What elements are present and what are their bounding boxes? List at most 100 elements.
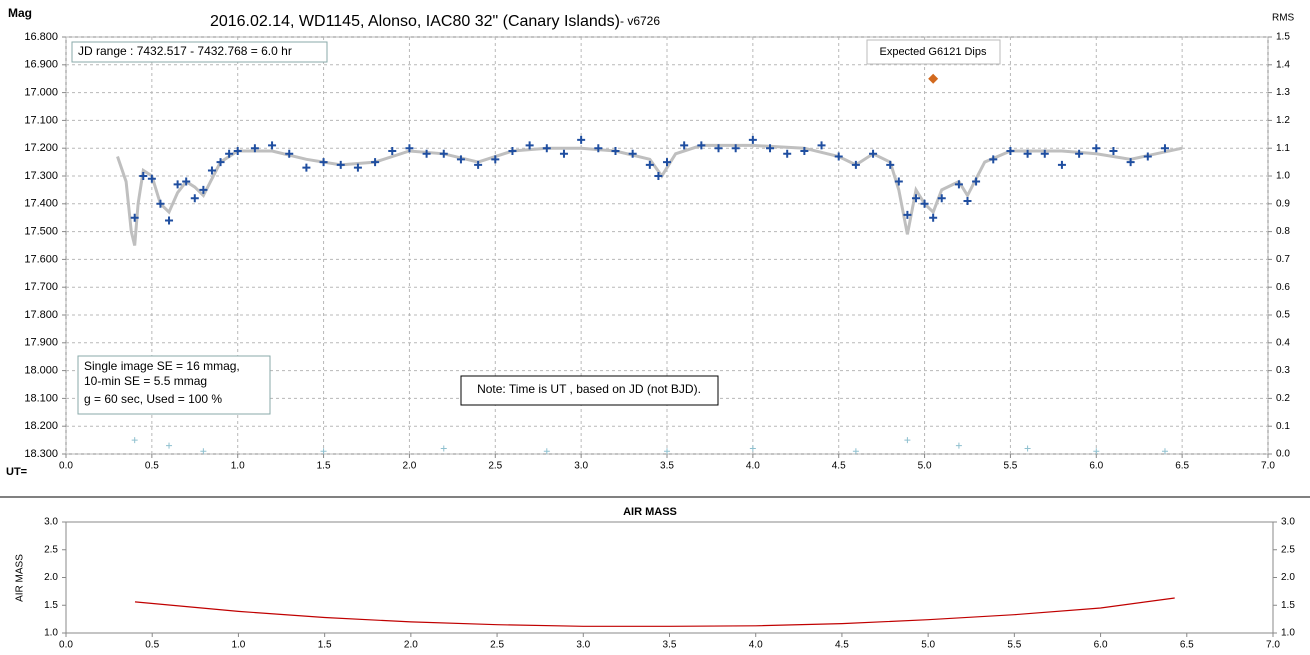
data-point xyxy=(577,135,586,144)
y-tick-label: 3.0 xyxy=(44,517,58,528)
data-point xyxy=(989,155,998,164)
y2-tick-label: 1.2 xyxy=(1276,115,1290,126)
data-point xyxy=(199,185,208,194)
data-point xyxy=(911,194,920,203)
data-point xyxy=(525,141,534,150)
x-tick-label: 6.0 xyxy=(1094,640,1108,651)
y-tick-label: 17.800 xyxy=(24,309,58,321)
annotation: Expected G6121 Dips xyxy=(879,46,987,58)
data-point xyxy=(559,149,568,158)
x-tick-label: 6.5 xyxy=(1180,640,1194,651)
x-tick-label: 1.0 xyxy=(231,461,245,472)
x-tick-label: 2.0 xyxy=(402,461,416,472)
x-tick-label: 2.5 xyxy=(488,461,502,472)
x-tick-label: 0.0 xyxy=(59,461,73,472)
data-point xyxy=(834,152,843,161)
x-tick-label: 4.5 xyxy=(832,461,846,472)
y2-tick-label: 1.5 xyxy=(1281,600,1295,611)
y2-tick-label: 0.4 xyxy=(1276,337,1290,348)
data-point xyxy=(654,172,663,180)
data-point xyxy=(645,160,654,169)
data-point xyxy=(664,448,670,455)
y2-tick-label: 0.0 xyxy=(1276,449,1290,460)
x-tick-label: 5.0 xyxy=(918,461,932,472)
data-point xyxy=(1143,152,1152,161)
y2-label: RMS xyxy=(1272,13,1295,24)
y-tick-label: 1.5 xyxy=(44,600,58,611)
data-point xyxy=(1126,158,1135,167)
y-tick-label: 16.900 xyxy=(24,59,58,71)
y2-tick-label: 0.1 xyxy=(1276,421,1290,432)
y-label: Mag xyxy=(8,6,32,20)
y-tick-label: 18.100 xyxy=(24,392,58,404)
y2-tick-label: 1.1 xyxy=(1276,143,1290,154)
data-point xyxy=(456,155,465,164)
x-tick-label: 0.0 xyxy=(59,640,73,651)
data-point xyxy=(920,199,929,208)
data-point xyxy=(190,194,199,203)
data-point xyxy=(714,144,723,153)
data-point xyxy=(663,158,671,167)
y2-tick-label: 1.3 xyxy=(1276,87,1290,98)
x-tick-label: 0.5 xyxy=(145,461,159,472)
y2-tick-label: 2.5 xyxy=(1281,544,1295,555)
y2-tick-label: 1.4 xyxy=(1276,59,1290,70)
data-point xyxy=(1040,149,1049,158)
y2-tick-label: 1.5 xyxy=(1276,32,1290,43)
data-point xyxy=(200,448,207,455)
data-point xyxy=(929,213,938,222)
y2-tick-label: 2.0 xyxy=(1281,572,1295,583)
data-point xyxy=(320,448,327,455)
y2-tick-label: 0.9 xyxy=(1276,198,1290,209)
y-tick-label: 17.100 xyxy=(24,114,58,126)
data-point xyxy=(851,160,860,169)
data-point xyxy=(216,158,225,167)
chart-title: 2016.02.14, WD1145, Alonso, IAC80 32" (C… xyxy=(210,13,620,30)
data-point xyxy=(173,180,182,189)
y-tick-label: 1.0 xyxy=(44,628,58,639)
data-point xyxy=(139,172,148,180)
data-point xyxy=(886,160,895,169)
data-point xyxy=(1109,146,1118,155)
data-point xyxy=(491,155,500,164)
data-point xyxy=(1023,149,1032,158)
y-tick-label: 17.200 xyxy=(24,142,58,154)
x-tick-label: 3.5 xyxy=(660,461,674,472)
x-tick-label: 5.0 xyxy=(921,640,935,651)
x-tick-label: 4.5 xyxy=(835,640,849,651)
y-tick-label: 2.0 xyxy=(44,572,58,583)
data-point xyxy=(783,149,792,158)
data-line xyxy=(134,597,1175,627)
data-point xyxy=(680,141,689,150)
data-point xyxy=(748,135,757,144)
y2-tick-label: 0.5 xyxy=(1276,310,1290,321)
data-point xyxy=(963,197,972,206)
data-point xyxy=(817,141,826,150)
x-tick-label: 1.5 xyxy=(318,640,332,651)
data-point xyxy=(904,437,911,444)
data-point xyxy=(852,448,859,455)
y-tick-label: 2.5 xyxy=(44,544,58,555)
x-tick-label: 2.0 xyxy=(404,640,418,651)
annotation-box xyxy=(460,375,719,406)
data-point xyxy=(972,177,981,186)
x-tick-label: 2.5 xyxy=(490,640,504,651)
data-point xyxy=(1092,144,1101,153)
data-point xyxy=(165,216,174,225)
y-tick-label: 18.300 xyxy=(24,448,58,460)
y2-tick-label: 0.6 xyxy=(1276,282,1290,293)
data-point xyxy=(131,437,138,444)
annotation-box xyxy=(77,355,271,415)
y2-tick-label: 3.0 xyxy=(1281,517,1295,528)
data-point xyxy=(268,141,277,150)
plot-area xyxy=(65,521,1274,634)
data-point xyxy=(440,445,447,452)
y2-tick-label: 1.0 xyxy=(1276,171,1290,182)
data-point xyxy=(800,146,809,155)
x-tick-label: 4.0 xyxy=(746,461,760,472)
data-point xyxy=(1160,144,1169,153)
data-point xyxy=(508,146,517,155)
data-point xyxy=(302,163,311,172)
x-tick-label: 5.5 xyxy=(1007,640,1021,651)
